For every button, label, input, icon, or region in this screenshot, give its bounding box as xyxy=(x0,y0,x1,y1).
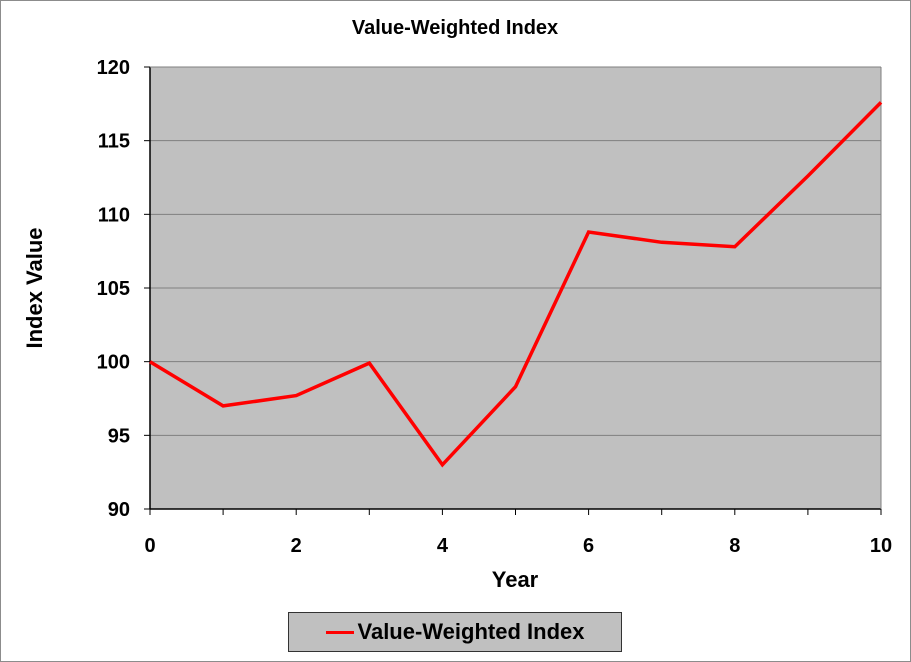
y-tick-label-105: 105 xyxy=(97,278,130,300)
x-tick-labels: 0 2 4 6 8 10 xyxy=(144,535,892,557)
x-tick-label-4: 4 xyxy=(437,535,449,557)
gridlines xyxy=(144,66,882,515)
legend-label: Value-Weighted Index xyxy=(357,619,585,644)
series-layer xyxy=(149,101,883,468)
x-tick-label-6: 6 xyxy=(583,535,594,557)
legend-swatch xyxy=(325,630,354,634)
y-tick-label-100: 100 xyxy=(97,352,130,374)
x-tick-label-10: 10 xyxy=(870,535,892,557)
y-tick-label-115: 115 xyxy=(98,131,130,153)
y-tick-label-110: 110 xyxy=(98,204,130,226)
y-axis-label: Index Value xyxy=(22,227,47,348)
x-tick-label-0: 0 xyxy=(144,535,155,557)
x-tick-label-8: 8 xyxy=(729,535,740,557)
y-tick-label-90: 90 xyxy=(108,499,130,521)
legend: Value-Weighted Index xyxy=(288,612,622,652)
x-tick-label-2: 2 xyxy=(291,535,302,557)
chart-title: Value-Weighted Index xyxy=(352,17,558,39)
y-tick-label-95: 95 xyxy=(108,425,130,447)
axes xyxy=(149,66,882,510)
y-tick-labels: 90 95 100 105 110 115 120 xyxy=(97,57,130,521)
x-axis-label: Year xyxy=(492,567,539,592)
y-tick-label-120: 120 xyxy=(97,57,130,79)
